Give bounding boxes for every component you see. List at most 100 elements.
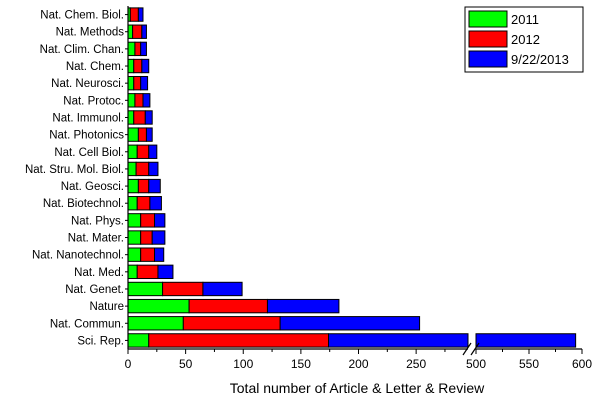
bar-segment [148,161,159,177]
legend-swatch [468,50,508,68]
bar-segment [475,333,577,348]
category-label: Nat. Clim. Chan. [40,44,124,56]
bar-segment [134,41,142,57]
bar-segment [127,93,136,108]
x-tick-label: 100 [233,357,253,371]
category-label: Nat. Neurosci. [51,78,124,90]
bar-segment [127,127,139,142]
bar-segment [127,230,142,245]
category-label: Nat. Photonics [49,130,124,142]
bar-segment [136,264,159,280]
bar-segment [127,298,190,314]
labels-layer: Sci. Rep. Nat. Commun. Nature Nat. Genet. Na… [25,10,592,371]
bar-segment [127,144,138,159]
x-tick-label: 0 [125,357,132,371]
bar-segment [127,41,136,57]
category-label: Nat. Biotechnol. [43,198,124,210]
x-tick-label: 150 [291,357,311,371]
category-label: Nat. Geosci. [61,181,124,193]
category-label: Nat. Commun. [50,318,124,330]
category-label: Nat. Nanotechnol. [32,250,124,262]
category-label: Nat. Mater. [68,233,124,245]
bar-segment [140,230,153,245]
bar-segment [151,230,166,245]
bar-segment [135,161,150,177]
category-label: Nat. Stru. Mol. Biol. [25,164,124,176]
bar-segment [154,213,166,228]
category-label: Nat. Protoc. [63,95,124,107]
x-tick-label: 600 [572,357,592,371]
legend-label: 9/22/2013 [511,52,569,67]
x-axis-title: Total number of Article & Letter & Revie… [230,380,485,396]
bar-segment [141,58,150,74]
bar-segment [162,281,204,297]
bar-segment [127,58,135,74]
bar-segment [148,178,161,194]
bar-segment [134,93,144,108]
bar-segment [129,7,139,22]
bar-segment [127,161,137,177]
category-label: Nat. Med. [74,267,124,279]
bar-segment [145,127,153,142]
category-label: Nature [89,301,124,313]
legend-swatch [468,30,508,48]
bar-segment [140,213,156,228]
x-tick-label: 50 [179,357,193,371]
bar-segment [133,75,142,91]
bar-segment [188,298,268,314]
legend-label: 2012 [511,32,540,47]
category-label: Nat. Phys. [71,215,124,227]
category-label: Sci. Rep. [77,335,124,347]
bar-segment [127,247,142,262]
bar-segment [127,316,184,331]
bar-segment [328,333,469,348]
category-label: Nat. Immunol. [52,112,124,124]
bar-segment [144,110,153,125]
bar-segment [136,196,151,211]
bar-segment [148,333,330,348]
bar-segment [182,316,281,331]
bar-segment [279,316,421,331]
bar-segment [136,144,150,159]
axis-break-mark [462,342,472,356]
category-label: Nat. Methods [56,27,125,39]
legend-label: 2011 [511,12,539,27]
legend-swatch [468,10,508,28]
category-label: Nat. Chem. [66,61,124,73]
bar-segment [127,213,142,228]
bar-segment [127,110,135,125]
category-label: Nat. Chem. Biol. [40,10,124,22]
x-tick-label: 500 [466,357,486,371]
bar-segment [137,178,150,194]
bar-segment [202,281,243,297]
bar-segment [149,196,162,211]
axis-break-mark [470,342,480,356]
bar-segment [127,196,138,211]
bar-segment [127,264,138,280]
category-label: Nat. Genet. [65,284,124,296]
x-tick-label: 550 [519,357,539,371]
bar-segment [140,41,147,57]
bar-segment [140,247,156,262]
axes-layer [125,6,583,356]
bar-segment [154,247,165,262]
bar-segment [137,127,147,142]
bar-segment [142,93,151,108]
bar-segment [133,110,146,125]
bar-segment [157,264,174,280]
bar-segment [127,24,134,39]
x-tick-label: 200 [348,357,368,371]
bar-segment [148,144,158,159]
bar-segment [141,24,147,39]
bar-segment [127,75,135,91]
x-tick-label: 250 [406,357,426,371]
legend: 2011 2012 9/22/2013 [464,6,584,73]
bar-segment [133,58,143,74]
bar-segment [132,24,143,39]
category-label: Nat. Cell Biol. [54,147,124,159]
bar-segment [140,75,149,91]
bar-segment [266,298,340,314]
bar-segment [127,333,150,348]
